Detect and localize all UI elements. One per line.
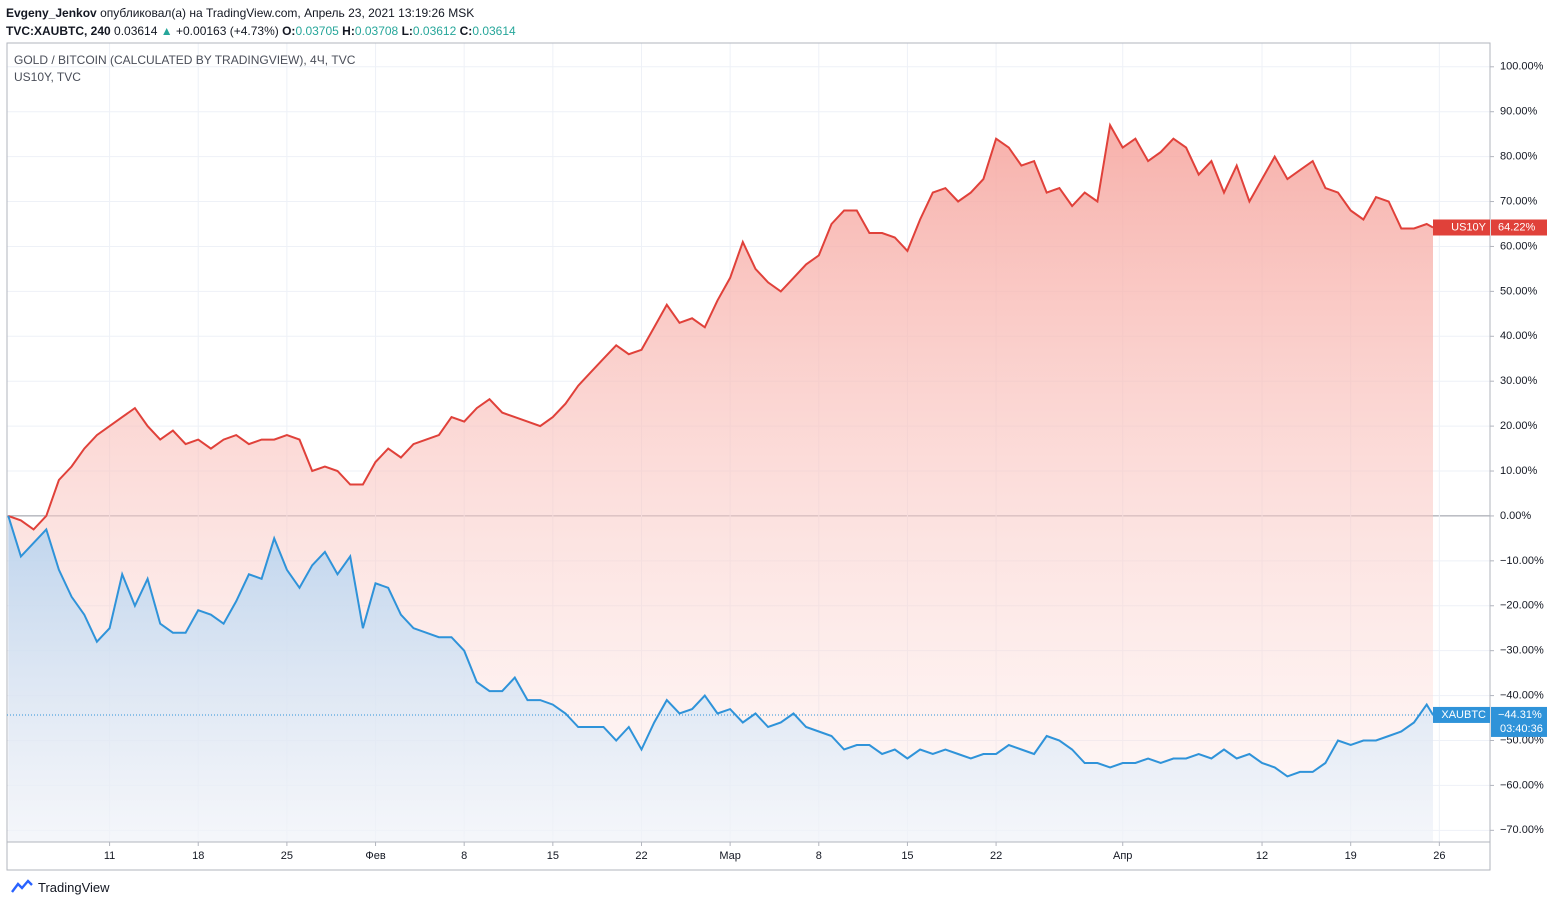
last-value-box <box>1433 219 1490 236</box>
y-tick-label: −30.00% <box>1500 645 1544 657</box>
arrow: ▲ <box>160 24 173 38</box>
y-tick-label: 80.00% <box>1500 151 1538 163</box>
x-tick-label: 8 <box>461 850 467 862</box>
c-label: C: <box>459 24 473 38</box>
last-value-box <box>1491 219 1547 236</box>
x-tick-label: 22 <box>635 850 647 862</box>
x-tick-label: 22 <box>990 850 1002 862</box>
o: 0.03705 <box>295 24 339 38</box>
x-tick-label: 26 <box>1433 850 1445 862</box>
series-line <box>7 515 1434 778</box>
x-tick-label: 19 <box>1345 850 1357 862</box>
y-tick-label: 90.00% <box>1500 106 1538 118</box>
x-tick-label: 8 <box>816 850 822 862</box>
y-tick-label: 60.00% <box>1500 240 1538 252</box>
y-tick-label: −40.00% <box>1500 689 1544 701</box>
x-tick-label: 11 <box>104 850 115 862</box>
footer: TradingView <box>10 879 110 895</box>
c: 0.03614 <box>472 24 516 38</box>
series-name-label: US10Y <box>1451 221 1487 233</box>
y-tick-label: −70.00% <box>1500 824 1544 836</box>
countdown: 03:40:36 <box>1500 723 1543 735</box>
change: +0.00163 (+4.73%) <box>176 24 279 38</box>
last-value-label: −44.31% <box>1498 709 1542 721</box>
l-label: L: <box>401 24 413 38</box>
last: 0.03614 <box>114 24 158 38</box>
y-tick-label: −10.00% <box>1500 555 1544 567</box>
plot-frame <box>6 42 1491 871</box>
symbol: TVC:XAUBTC, 240 <box>6 24 111 38</box>
y-tick-label: 10.00% <box>1500 465 1538 477</box>
last-value-box <box>1491 706 1547 737</box>
o-label: O: <box>282 24 296 38</box>
published: опубликовал(а) на TradingView.com, Апрел… <box>100 6 475 20</box>
author: Evgeny_Jenkov <box>6 6 97 20</box>
series-name-label: XAUBTC <box>1441 709 1486 721</box>
h-label: H: <box>342 24 355 38</box>
x-tick-label: 15 <box>901 850 913 862</box>
y-tick-label: 20.00% <box>1500 420 1538 432</box>
x-tick-label: 18 <box>192 850 204 862</box>
last-value-box <box>1433 706 1490 723</box>
y-tick-label: −60.00% <box>1500 779 1544 791</box>
brand: TradingView <box>38 879 110 895</box>
x-tick-label: 12 <box>1256 850 1268 862</box>
header: Evgeny_Jenkov опубликовал(а) на TradingV… <box>6 4 516 40</box>
last-value-label: 64.22% <box>1498 221 1536 233</box>
y-tick-label: −20.00% <box>1500 600 1544 612</box>
y-tick-label: −50.00% <box>1500 734 1544 746</box>
y-tick-label: 100.00% <box>1500 61 1544 73</box>
x-tick-label: Мар <box>719 850 741 862</box>
h: 0.03708 <box>354 24 399 38</box>
series-line <box>7 122 1434 531</box>
x-tick-label: Апр <box>1113 850 1132 862</box>
y-tick-label: 50.00% <box>1500 285 1538 297</box>
x-tick-label: 25 <box>281 850 293 862</box>
l: 0.03612 <box>412 24 457 38</box>
logo <box>11 879 33 893</box>
x-tick-label: Фев <box>365 850 385 862</box>
legend-compare: US10Y, TVC <box>14 70 81 84</box>
y-tick-label: 30.00% <box>1500 375 1538 387</box>
y-tick-label: 40.00% <box>1500 330 1538 342</box>
legend-main: GOLD / BITCOIN (CALCULATED BY TRADINGVIE… <box>14 53 356 67</box>
y-tick-label: 0.00% <box>1500 510 1531 522</box>
x-tick-label: 15 <box>547 850 559 862</box>
y-tick-label: 70.00% <box>1500 195 1538 207</box>
area <box>8 515 1433 842</box>
